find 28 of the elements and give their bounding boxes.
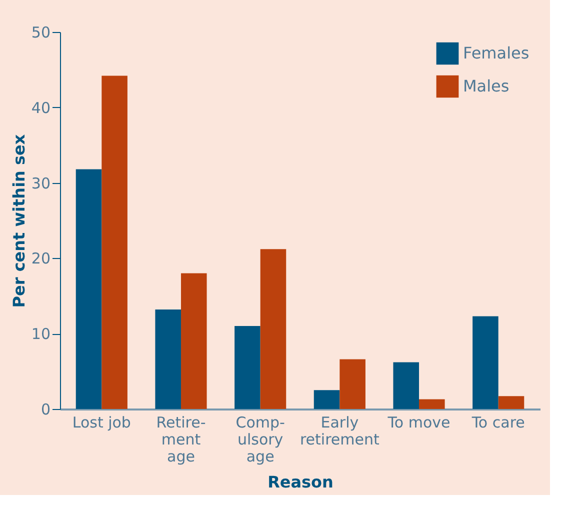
bar — [393, 362, 420, 409]
y-tick-label: 40 — [31, 98, 50, 117]
bar — [102, 76, 128, 409]
bar — [419, 399, 445, 409]
bar — [76, 169, 102, 409]
bar — [472, 316, 498, 409]
bar — [180, 273, 207, 409]
bar — [340, 359, 366, 409]
x-tick-label: Early retirement — [300, 414, 380, 448]
y-tick-label: 30 — [31, 174, 50, 192]
x-tick-label: Comp- ulsory age — [236, 414, 285, 466]
x-tick-label: Retire- ment age — [156, 414, 206, 466]
y-tick-label: 50 — [31, 24, 50, 42]
bar — [498, 396, 524, 409]
bar — [234, 326, 260, 409]
y-axis-title: Per cent within sex — [9, 134, 28, 308]
legend-label: Females — [463, 44, 530, 62]
x-axis-title: Reason — [268, 472, 334, 492]
x-tick-label: To move — [386, 414, 450, 432]
bar — [155, 309, 181, 409]
bar — [260, 249, 286, 409]
x-tick-label: To care — [470, 414, 525, 432]
y-tick-label: 0 — [40, 400, 50, 418]
y-tick-label: 20 — [31, 250, 50, 268]
y-tick-label: 10 — [31, 325, 50, 344]
legend-label: Males — [463, 76, 510, 96]
x-tick-label: Lost job — [72, 414, 131, 432]
bar — [314, 390, 340, 409]
